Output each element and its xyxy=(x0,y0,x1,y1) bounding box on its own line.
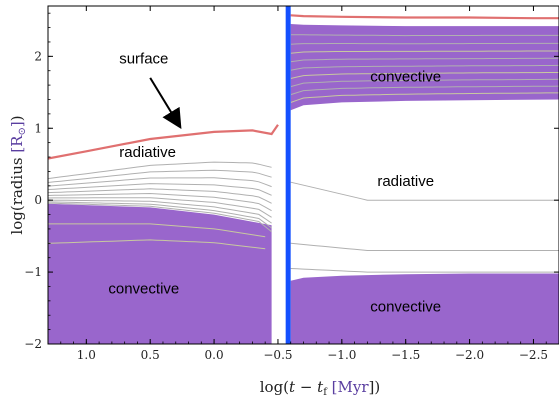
y-axis-label: log(radius [R⊙]) xyxy=(8,115,28,234)
shell-line-left-3 xyxy=(48,199,272,224)
shell-line-right-6 xyxy=(290,72,559,79)
inner-shell-left-1 xyxy=(48,223,266,238)
shell-line-left-7 xyxy=(48,183,272,196)
annotation-convective: convective xyxy=(370,69,441,86)
shell-line-mid-1 xyxy=(290,181,559,201)
surface-line-post xyxy=(290,14,559,20)
y-tick-label: −2 xyxy=(24,337,42,351)
convective-region-lower-right xyxy=(290,273,559,344)
shell-line-mid-2 xyxy=(290,242,559,251)
inner-shell-left-2 xyxy=(48,239,266,250)
surface-arrow xyxy=(149,77,182,130)
annotation-layer: surface radiative convective convective radi… xyxy=(108,51,441,316)
annotation-convective: convective xyxy=(108,281,179,298)
convective-region-lower-left xyxy=(48,203,272,344)
x-tick-label: 1.0 xyxy=(77,348,96,362)
x-tick-label: −2.5 xyxy=(519,348,548,362)
shell-line-left-9 xyxy=(48,169,272,183)
surface-line-pre xyxy=(48,124,279,160)
shell-line-mid-3 xyxy=(290,268,559,273)
x-tick-label: 0.0 xyxy=(205,348,224,362)
shell-line-right-1 xyxy=(290,34,559,37)
shell-line-right-5 xyxy=(290,64,559,71)
y-tick-label: 1 xyxy=(34,121,42,135)
shell-line-left-5 xyxy=(48,192,272,212)
x-tick-label: −1.0 xyxy=(327,348,356,362)
shell-line-left-2 xyxy=(48,201,272,229)
shell-line-right-4 xyxy=(290,57,559,63)
x-axis-label: log(t − tf [Myr]) xyxy=(260,378,381,398)
shell-line-left-1 xyxy=(48,202,272,233)
annotation-surface: surface xyxy=(119,51,168,68)
convective-region-upper-right xyxy=(290,24,559,111)
x-tick-label: −1.5 xyxy=(391,348,420,362)
y-tick-label: 2 xyxy=(34,49,42,63)
shell-line-left-6 xyxy=(48,188,272,204)
annotation-convective: convective xyxy=(370,299,441,316)
shell-line-right-2 xyxy=(290,42,559,45)
x-tick-label: 0.5 xyxy=(141,348,160,362)
shell-line-right-8 xyxy=(290,85,559,96)
x-tick-label: −0.5 xyxy=(263,348,292,362)
shell-line-left-8 xyxy=(48,177,272,188)
shell-line-left-10 xyxy=(48,161,272,180)
shell-line-right-9 xyxy=(290,92,559,103)
annotation-radiative: radiative xyxy=(377,173,434,190)
annotation-radiative: radiative xyxy=(119,144,176,161)
x-tick-label: −2.0 xyxy=(455,348,484,362)
axes: 1.0 0.5 0.0 −0.5 −1.0 −1.5 −2.0 −2.5 2 1 0 −1 −2 xyxy=(24,5,559,362)
plot-area xyxy=(48,6,559,344)
y-tick-label: −1 xyxy=(24,265,42,279)
shell-line-right-7 xyxy=(290,78,559,88)
y-tick-label: 0 xyxy=(34,193,42,207)
shell-line-left-4 xyxy=(48,197,272,218)
shell-line-right-3 xyxy=(290,50,559,54)
